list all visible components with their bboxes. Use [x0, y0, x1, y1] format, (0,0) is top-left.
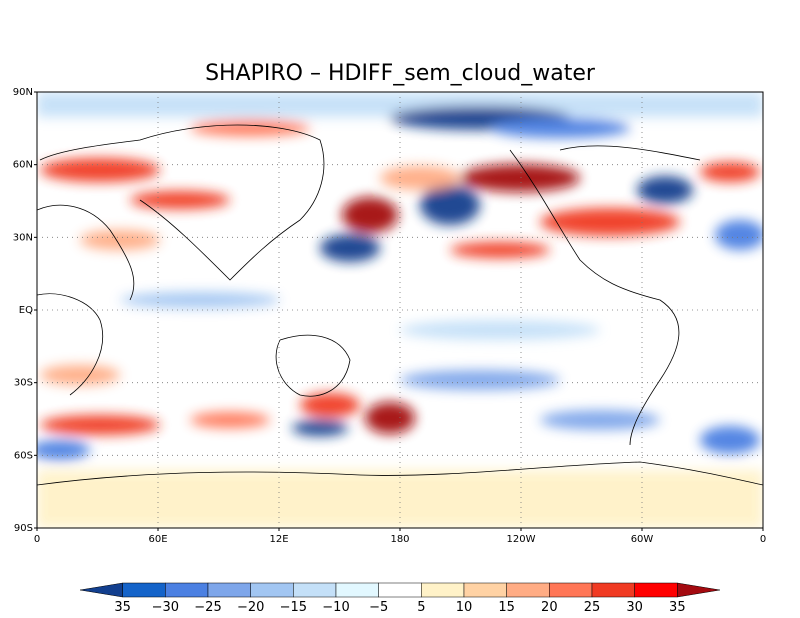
colorbar-label: −5	[369, 600, 388, 615]
colorbar-label: 30	[626, 600, 643, 615]
lon-tick-label: 0	[760, 534, 766, 545]
colorbar-label: −15	[280, 600, 307, 615]
lon-tick-label: 0	[34, 534, 40, 545]
lat-tick-label: 30S	[14, 378, 33, 389]
colorbar-label: 35	[114, 600, 131, 615]
map-title: SHAPIRO – HDIFF_sem_cloud_water	[205, 61, 596, 86]
lat-tick-label: 60S	[14, 450, 33, 461]
lon-tick-label: 60W	[631, 534, 654, 545]
colorbar-box	[250, 582, 294, 598]
colorbar-box	[591, 582, 635, 598]
colorbar-box	[165, 582, 209, 598]
colorbar-box	[634, 582, 678, 598]
colorbar-box	[549, 582, 593, 598]
lon-tick-label: 180	[390, 534, 409, 545]
lat-tick-label: 90N	[13, 87, 33, 98]
colorbar-label: 25	[584, 600, 601, 615]
colorbar-box	[463, 582, 507, 598]
colorbar-label: 5	[417, 600, 425, 615]
lon-tick-label: 12E	[269, 534, 288, 545]
colorbar-label: 35	[669, 600, 686, 615]
colorbar-label: −25	[194, 600, 221, 615]
colorbar-box	[207, 582, 251, 598]
colorbar-box	[506, 582, 550, 598]
lat-tick-label: 90S	[14, 523, 33, 534]
colorbar-box	[335, 582, 379, 598]
lon-tick-label: 60E	[148, 534, 167, 545]
colorbar-label: −20	[237, 600, 264, 615]
lon-tick-label: 120W	[507, 534, 536, 545]
colorbar-label: 10	[456, 600, 473, 615]
colorbar-box	[421, 582, 465, 598]
colorbar-label: 20	[541, 600, 558, 615]
colorbar-box	[293, 582, 337, 598]
colorbar-arrow	[677, 582, 721, 598]
colorbar-label: −30	[152, 600, 179, 615]
colorbar-label: −10	[322, 600, 349, 615]
colorbar-box	[122, 582, 166, 598]
colorbar-label: 15	[498, 600, 515, 615]
colorbar-box	[378, 582, 422, 598]
colorbar-arrow	[79, 582, 123, 598]
lat-tick-label: EQ	[19, 305, 33, 316]
lat-tick-label: 60N	[13, 160, 33, 171]
lat-tick-label: 30N	[13, 232, 33, 243]
